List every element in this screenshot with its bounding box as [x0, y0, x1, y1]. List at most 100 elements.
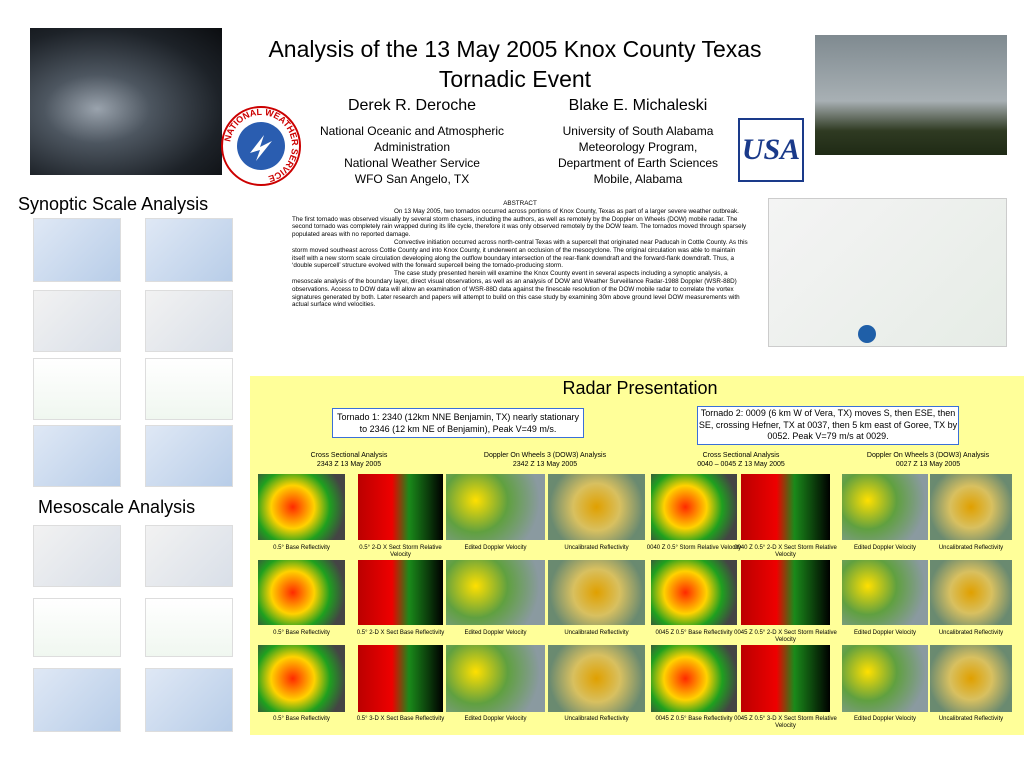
section-heading: Radar Presentation: [562, 378, 718, 398]
radar-image: [741, 474, 830, 540]
weather-chart: [33, 598, 121, 657]
affiliation: Administration: [373, 140, 451, 154]
radar-image: [548, 645, 645, 712]
image-caption: 0040 Z 0.5° 2-D X Sect Storm Relative Ve…: [734, 545, 837, 558]
column-header: 2343 Z 13 May 2005: [316, 461, 382, 468]
image-caption: 0040 Z 0.5° Storm Relative Velocity: [646, 545, 742, 551]
usa-logo: USA: [738, 118, 804, 182]
radar-image: [446, 560, 545, 625]
image-caption: 0.5° Base Reflectivity: [273, 545, 330, 551]
image-caption: 0.5° 3-D X Sect Base Reflectivity: [356, 716, 445, 722]
weather-chart: [33, 358, 121, 420]
image-caption: Edited Doppler Velocity: [853, 716, 917, 722]
affiliation: National Weather Service: [344, 156, 480, 170]
radar-image: [651, 474, 737, 540]
column-header: Cross Sectional Analysis: [702, 452, 780, 459]
author: Blake E. Michaleski University of South …: [538, 97, 738, 187]
image-caption: Uncalibrated Reflectivity: [564, 630, 629, 636]
image-caption: Edited Doppler Velocity: [853, 545, 917, 551]
radar-image: [358, 474, 443, 540]
radar-image: [258, 645, 345, 712]
tornado-photo: [815, 35, 1007, 155]
radar-image: [446, 645, 545, 712]
column-header: Doppler On Wheels 3 (DOW3) Analysis: [866, 452, 990, 459]
weather-chart: [33, 668, 121, 732]
weather-chart: [145, 525, 233, 587]
image-caption: Edited Doppler Velocity: [464, 545, 527, 551]
weather-chart: [33, 290, 121, 352]
image-caption: Uncalibrated Reflectivity: [938, 716, 1004, 722]
weather-chart: [145, 218, 233, 282]
radar-image: [548, 560, 645, 625]
column-header: 0040 – 0045 Z 13 May 2005: [697, 461, 785, 468]
image-caption: 0045 Z 0.5° 2-D X Sect Storm Relative Ve…: [734, 630, 837, 643]
radar-image: [930, 474, 1012, 540]
section-heading: Mesoscale Analysis: [38, 497, 196, 517]
radar-image: [258, 474, 345, 540]
track-map: [768, 198, 1007, 347]
affiliation: National Oceanic and Atmospheric: [319, 124, 505, 138]
radar-image: [651, 645, 737, 712]
tornado-note: Tornado 1: 2340 (12km NNE Benjamin, TX) …: [332, 408, 584, 438]
author: Derek R. Deroche National Oceanic and At…: [312, 97, 512, 187]
affiliation: Meteorology Program,: [578, 140, 698, 154]
abstract-heading: ABSTRACT: [503, 200, 537, 207]
image-caption: 0045 Z 0.5° 3-D X Sect Storm Relative Ve…: [734, 716, 837, 729]
column-header: 2342 Z 13 May 2005: [512, 461, 578, 468]
noaa-logo: [858, 325, 876, 343]
radar-image: [741, 560, 830, 625]
abstract-paragraph: On 13 May 2005, two tornados occurred ac…: [292, 207, 747, 239]
radar-image: [930, 560, 1012, 625]
radar-image: [651, 560, 737, 625]
weather-chart: [145, 668, 233, 732]
abstract-paragraph: Convective initiation occurred across no…: [292, 238, 748, 270]
author-name: Derek R. Deroche: [347, 97, 477, 114]
weather-chart: [33, 425, 121, 487]
radar-image: [930, 645, 1012, 712]
column-header: Cross Sectional Analysis: [310, 452, 388, 459]
radar-image: [548, 474, 645, 540]
image-caption: 0.5° 2-D X Sect Storm Relative Velocity: [359, 545, 442, 558]
image-caption: Edited Doppler Velocity: [853, 630, 917, 636]
radar-image: [258, 560, 345, 625]
image-caption: 0.5° 2-D X Sect Base Reflectivity: [356, 630, 445, 636]
image-caption: 0045 Z 0.5° Base Reflectivity: [655, 630, 733, 636]
image-caption: Uncalibrated Reflectivity: [938, 545, 1004, 551]
radar-image: [842, 474, 928, 540]
weather-chart: [145, 598, 233, 657]
affiliation: WFO San Angelo, TX: [354, 172, 470, 186]
image-caption: Edited Doppler Velocity: [464, 630, 527, 636]
affiliation: Mobile, Alabama: [593, 172, 683, 186]
radar-image: [358, 560, 443, 625]
storm-photo: [30, 28, 222, 175]
author-name: Blake E. Michaleski: [568, 97, 708, 114]
nws-logo: NATIONAL WEATHER SERVICE: [221, 106, 301, 186]
weather-chart: [145, 425, 233, 487]
tornado-note: Tornado 2: 0009 (6 km W of Vera, TX) mov…: [697, 406, 959, 445]
title-line: Tornadic Event: [438, 66, 592, 92]
image-caption: Edited Doppler Velocity: [464, 716, 527, 722]
affiliation: University of South Alabama: [562, 124, 714, 138]
weather-chart: [145, 290, 233, 352]
radar-image: [358, 645, 443, 712]
radar-image: [842, 560, 928, 625]
radar-image: [842, 645, 928, 712]
image-caption: 0.5° Base Reflectivity: [273, 630, 330, 636]
image-caption: 0045 Z 0.5° Base Reflectivity: [655, 716, 733, 722]
section-heading: Synoptic Scale Analysis: [18, 194, 209, 214]
weather-chart: [33, 525, 121, 587]
weather-chart: [33, 218, 121, 282]
column-header: 0027 Z 13 May 2005: [895, 461, 961, 468]
column-header: Doppler On Wheels 3 (DOW3) Analysis: [483, 452, 607, 459]
image-caption: Uncalibrated Reflectivity: [938, 630, 1004, 636]
radar-image: [741, 645, 830, 712]
radar-image: [446, 474, 545, 540]
image-caption: Uncalibrated Reflectivity: [564, 716, 629, 722]
abstract-paragraph: The case study presented herein will exa…: [292, 270, 740, 309]
title-line: Analysis of the 13 May 2005 Knox County …: [268, 36, 762, 62]
abstract: ABSTRACT On 13 May 2005, two tornados oc…: [292, 200, 748, 309]
image-caption: Uncalibrated Reflectivity: [564, 545, 629, 551]
title: Analysis of the 13 May 2005 Knox County …: [230, 34, 800, 94]
image-caption: 0.5° Base Reflectivity: [273, 716, 330, 722]
